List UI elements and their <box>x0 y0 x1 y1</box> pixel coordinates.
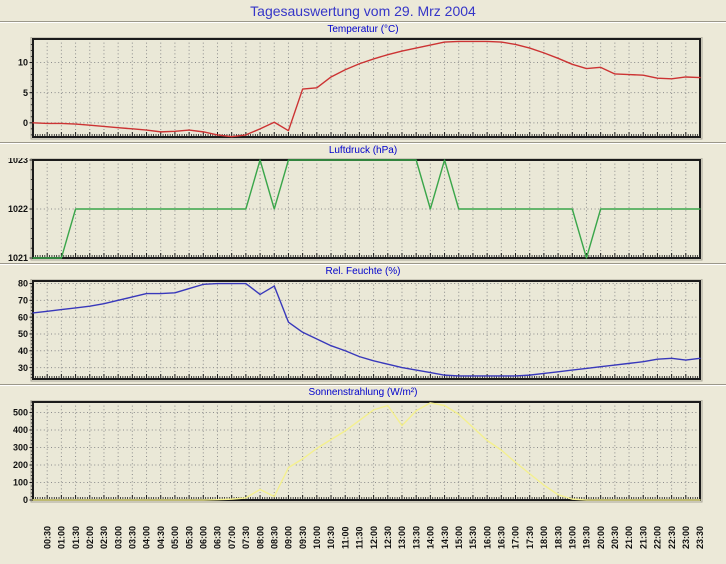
svg-text:03:30: 03:30 <box>128 526 138 549</box>
svg-text:20:30: 20:30 <box>610 526 620 549</box>
svg-text:06:00: 06:00 <box>198 526 208 549</box>
svg-text:1021: 1021 <box>8 253 28 262</box>
pressure-chart: 1021 1022 1023 <box>8 158 703 262</box>
svg-text:18:30: 18:30 <box>553 526 563 549</box>
svg-text:22:30: 22:30 <box>667 526 677 549</box>
svg-text:06:30: 06:30 <box>213 526 223 549</box>
svg-text:16:00: 16:00 <box>482 526 492 549</box>
temperature-chart: 0 5 10 <box>18 37 703 140</box>
daily-report-page: Tagesauswertung vom 29. Mrz 2004 Tempera… <box>0 3 726 549</box>
svg-text:5: 5 <box>23 88 28 98</box>
svg-text:12:00: 12:00 <box>369 526 379 549</box>
svg-text:0: 0 <box>23 495 28 504</box>
svg-text:17:30: 17:30 <box>525 526 535 549</box>
svg-text:70: 70 <box>18 296 28 306</box>
separator <box>0 263 726 265</box>
chart-title-humidity: Rel. Feuchte (%) <box>325 266 401 277</box>
svg-text:13:00: 13:00 <box>397 526 407 549</box>
svg-text:15:30: 15:30 <box>468 526 478 549</box>
svg-text:19:30: 19:30 <box>582 526 592 549</box>
svg-text:07:30: 07:30 <box>241 526 251 549</box>
svg-text:40: 40 <box>18 346 28 356</box>
svg-text:14:00: 14:00 <box>426 526 436 549</box>
page-title: Tagesauswertung vom 29. Mrz 2004 <box>250 3 476 19</box>
separator <box>0 142 726 144</box>
svg-text:0: 0 <box>23 118 28 128</box>
svg-text:08:30: 08:30 <box>269 526 279 549</box>
svg-text:18:00: 18:00 <box>539 526 549 549</box>
svg-text:11:00: 11:00 <box>340 526 350 549</box>
svg-text:15:00: 15:00 <box>454 526 464 549</box>
svg-text:02:00: 02:00 <box>85 526 95 549</box>
chart-title-radiation: Sonnenstrahlung (W/m²) <box>308 387 418 398</box>
svg-text:50: 50 <box>18 329 28 339</box>
svg-text:400: 400 <box>13 425 28 435</box>
svg-text:23:30: 23:30 <box>695 526 705 549</box>
svg-text:11:30: 11:30 <box>355 526 365 549</box>
panel-humidity: Rel. Feuchte (%) 30 40 50 60 70 80 <box>0 266 726 383</box>
svg-text:07:00: 07:00 <box>227 526 237 549</box>
svg-text:17:00: 17:00 <box>511 526 521 549</box>
chart-title-temperature: Temperatur (°C) <box>327 24 399 35</box>
humidity-chart: 30 40 50 60 70 80 <box>18 279 703 382</box>
svg-text:02:30: 02:30 <box>99 526 109 549</box>
separator <box>0 21 726 23</box>
svg-text:200: 200 <box>13 460 28 470</box>
svg-text:80: 80 <box>18 279 28 289</box>
separator <box>0 384 726 386</box>
svg-text:100: 100 <box>13 478 28 488</box>
svg-text:21:00: 21:00 <box>624 526 634 549</box>
time-axis: 00:30 01:00 01:30 02:00 02:30 03:00 03:30 04:00… <box>42 526 705 549</box>
svg-text:20:00: 20:00 <box>596 526 606 549</box>
svg-text:03:00: 03:00 <box>113 526 123 549</box>
svg-text:01:30: 01:30 <box>71 526 81 549</box>
svg-text:12:30: 12:30 <box>383 526 393 549</box>
svg-text:60: 60 <box>18 312 28 322</box>
svg-text:22:00: 22:00 <box>653 526 663 549</box>
chart-title-pressure: Luftdruck (hPa) <box>328 145 398 156</box>
svg-text:10:00: 10:00 <box>312 526 322 549</box>
svg-text:04:30: 04:30 <box>156 526 166 549</box>
panel-pressure: Luftdruck (hPa) 1021 1022 1023 <box>0 145 726 262</box>
svg-text:16:30: 16:30 <box>497 526 507 549</box>
svg-text:10:30: 10:30 <box>326 526 336 549</box>
svg-text:01:00: 01:00 <box>57 526 67 549</box>
svg-text:14:30: 14:30 <box>440 526 450 549</box>
svg-text:1022: 1022 <box>8 204 28 214</box>
svg-text:21:30: 21:30 <box>638 526 648 549</box>
svg-text:19:00: 19:00 <box>567 526 577 549</box>
radiation-chart: 0 100 200 300 400 500 <box>13 400 703 504</box>
svg-text:05:30: 05:30 <box>184 526 194 549</box>
svg-text:10: 10 <box>18 58 28 68</box>
svg-text:13:30: 13:30 <box>411 526 421 549</box>
svg-text:09:30: 09:30 <box>298 526 308 549</box>
svg-text:300: 300 <box>13 443 28 453</box>
svg-text:500: 500 <box>13 408 28 418</box>
svg-text:04:00: 04:00 <box>142 526 152 549</box>
svg-text:05:00: 05:00 <box>170 526 180 549</box>
svg-text:00:30: 00:30 <box>42 526 52 549</box>
panel-radiation: Sonnenstrahlung (W/m²) 0 100 200 300 400 500 <box>0 387 726 504</box>
panel-temperature: Temperatur (°C) 0 5 10 <box>0 24 726 141</box>
svg-text:08:00: 08:00 <box>255 526 265 549</box>
svg-text:1023: 1023 <box>8 158 28 165</box>
svg-text:23:00: 23:00 <box>681 526 691 549</box>
svg-text:09:00: 09:00 <box>284 526 294 549</box>
svg-text:30: 30 <box>18 363 28 373</box>
